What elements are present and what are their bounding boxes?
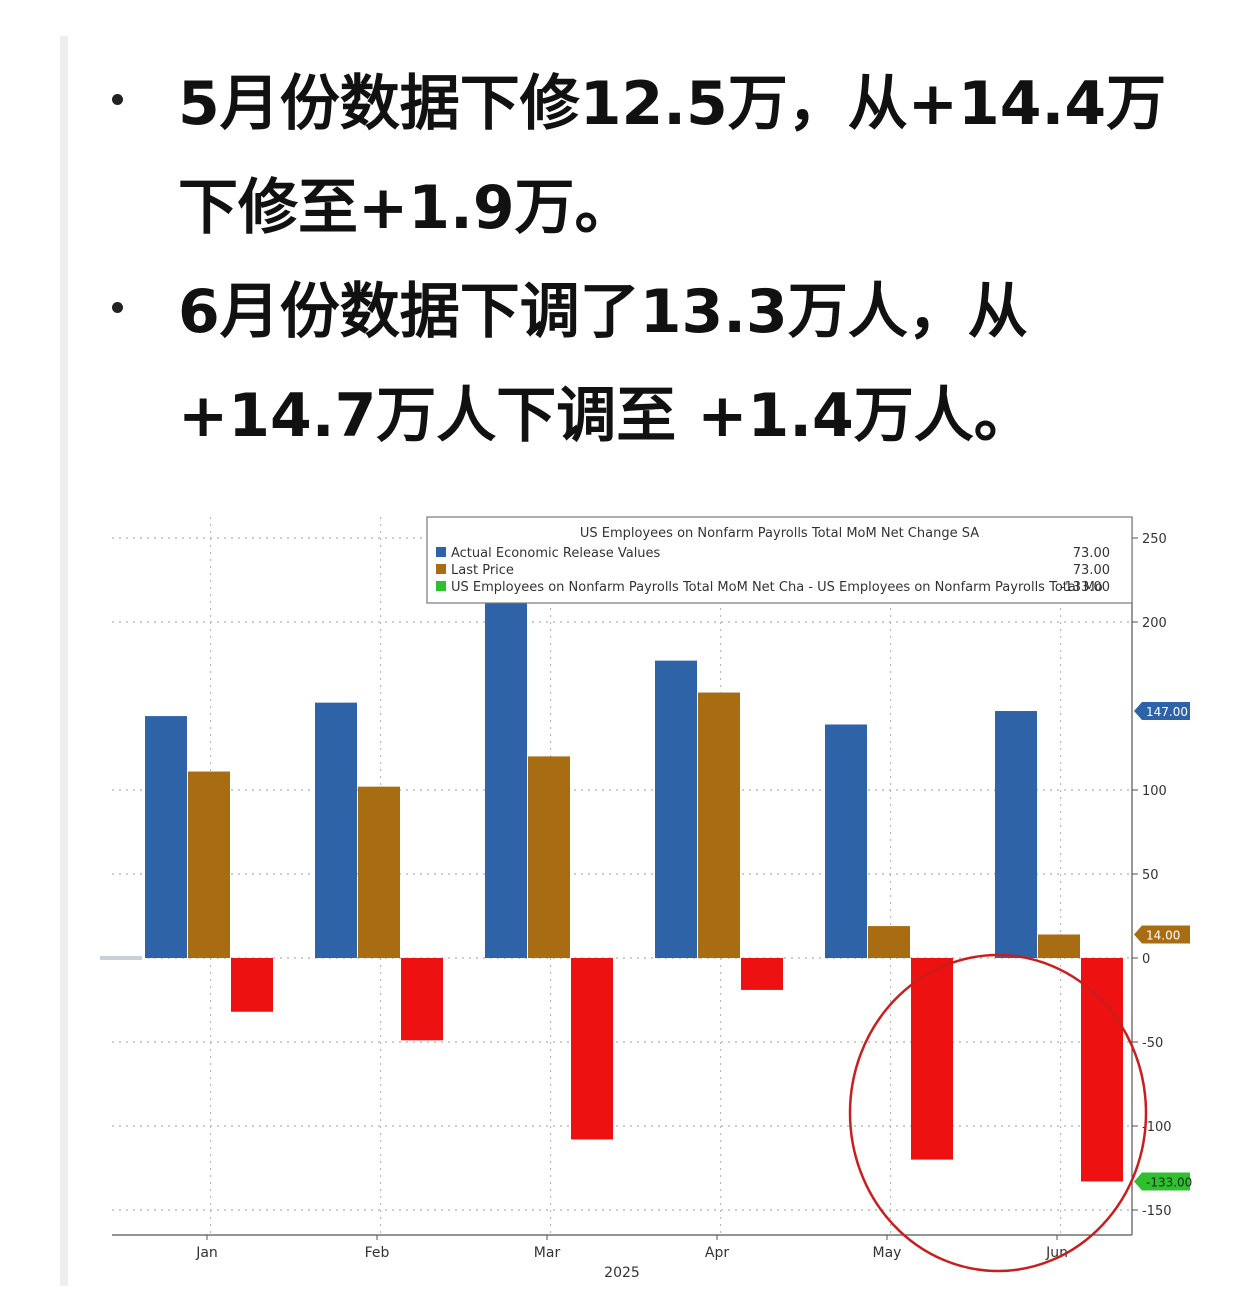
bullet-dot <box>112 302 123 313</box>
bar-feb-s0 <box>315 702 357 958</box>
bar-mar-s0 <box>485 574 527 958</box>
y-tick-label: 250 <box>1142 532 1167 547</box>
bullet-text-may: 5月份数据下修12.5万，从+14.4万下修至+1.9万。 <box>178 69 1167 243</box>
bar-feb-s1 <box>358 786 400 958</box>
bar-mar-s2 <box>571 958 613 1140</box>
legend-swatch <box>436 547 446 557</box>
y-tick-label: -150 <box>1142 1204 1172 1219</box>
bar-jan-s0 <box>145 716 187 958</box>
chart-title: US Employees on Nonfarm Payrolls Total M… <box>580 526 979 541</box>
bar-apr-s2 <box>741 958 783 990</box>
legend-value: -133.00 <box>1060 580 1110 595</box>
bullet-item-jun: 6月份数据下调了13.3万人，从+14.7万人下调至 +1.4万人。 <box>100 260 1210 468</box>
x-tick-label: Mar <box>534 1245 561 1261</box>
bar-may-s2 <box>911 958 953 1160</box>
x-tick-label: Jan <box>195 1245 218 1261</box>
legend-value: 73.00 <box>1073 563 1110 578</box>
bar-may-s1 <box>868 926 910 958</box>
legend-swatch <box>436 564 446 574</box>
right-tag-label: -133.00 <box>1146 1175 1192 1189</box>
x-tick-label: Apr <box>705 1245 729 1261</box>
bar-jan-s2 <box>231 958 273 1012</box>
bar-jan-s1 <box>188 771 230 958</box>
bar-mar-s1 <box>528 756 570 958</box>
y-tick-label: -50 <box>1142 1036 1163 1051</box>
legend-label: US Employees on Nonfarm Payrolls Total M… <box>451 580 1103 595</box>
bar-feb-s2 <box>401 958 443 1041</box>
legend-box <box>426 516 1133 604</box>
x-tick-label: May <box>873 1245 902 1261</box>
y-tick-label: 0 <box>1142 952 1150 967</box>
right-tag-bg <box>1134 925 1190 944</box>
right-tag-label: 14.00 <box>1146 928 1180 942</box>
y-tick-label: 50 <box>1142 868 1159 883</box>
payrolls-chart: 250 200 100 50 0 -50 -100 -150 Jan Feb Mar Apr May Ju… <box>100 505 1200 1285</box>
right-tag-bg <box>1134 1172 1190 1191</box>
bar-jun-s1 <box>1038 934 1080 958</box>
legend-swatch <box>436 581 446 591</box>
bar-jun-s0 <box>995 711 1037 958</box>
x-tick-label: Jun <box>1045 1245 1068 1261</box>
bullet-text-jun: 6月份数据下调了13.3万人，从+14.7万人下调至 +1.4万人。 <box>178 277 1034 451</box>
bar-jun-s2 <box>1081 958 1123 1182</box>
bullet-list: 5月份数据下修12.5万，从+14.4万下修至+1.9万。 6月份数据下调了13… <box>100 52 1210 468</box>
y-tick-label: -100 <box>1142 1120 1172 1135</box>
chart-svg: 250 200 100 50 0 -50 -100 -150 Jan Feb Mar Apr May Ju… <box>100 516 1192 1281</box>
right-tag-bg <box>1134 702 1190 721</box>
x-axis-label: 2025 <box>604 1265 640 1281</box>
bullet-item-may: 5月份数据下修12.5万，从+14.4万下修至+1.9万。 <box>100 52 1210 260</box>
annotation-circle <box>848 953 1148 1273</box>
legend-label: Last Price <box>451 563 514 578</box>
x-tick-label: Feb <box>365 1245 390 1261</box>
legend-value: 73.00 <box>1073 546 1110 561</box>
bar-apr-s1 <box>698 692 740 958</box>
right-tag-label: 147.00 <box>1146 705 1188 719</box>
bullet-dot <box>112 94 123 105</box>
y-tick-label: 200 <box>1142 616 1167 631</box>
bar-may-s0 <box>825 724 867 958</box>
bar-apr-s0 <box>655 660 697 958</box>
left-quote-rule <box>60 36 68 1286</box>
legend-label: Actual Economic Release Values <box>451 546 661 561</box>
y-tick-label: 100 <box>1142 784 1167 799</box>
